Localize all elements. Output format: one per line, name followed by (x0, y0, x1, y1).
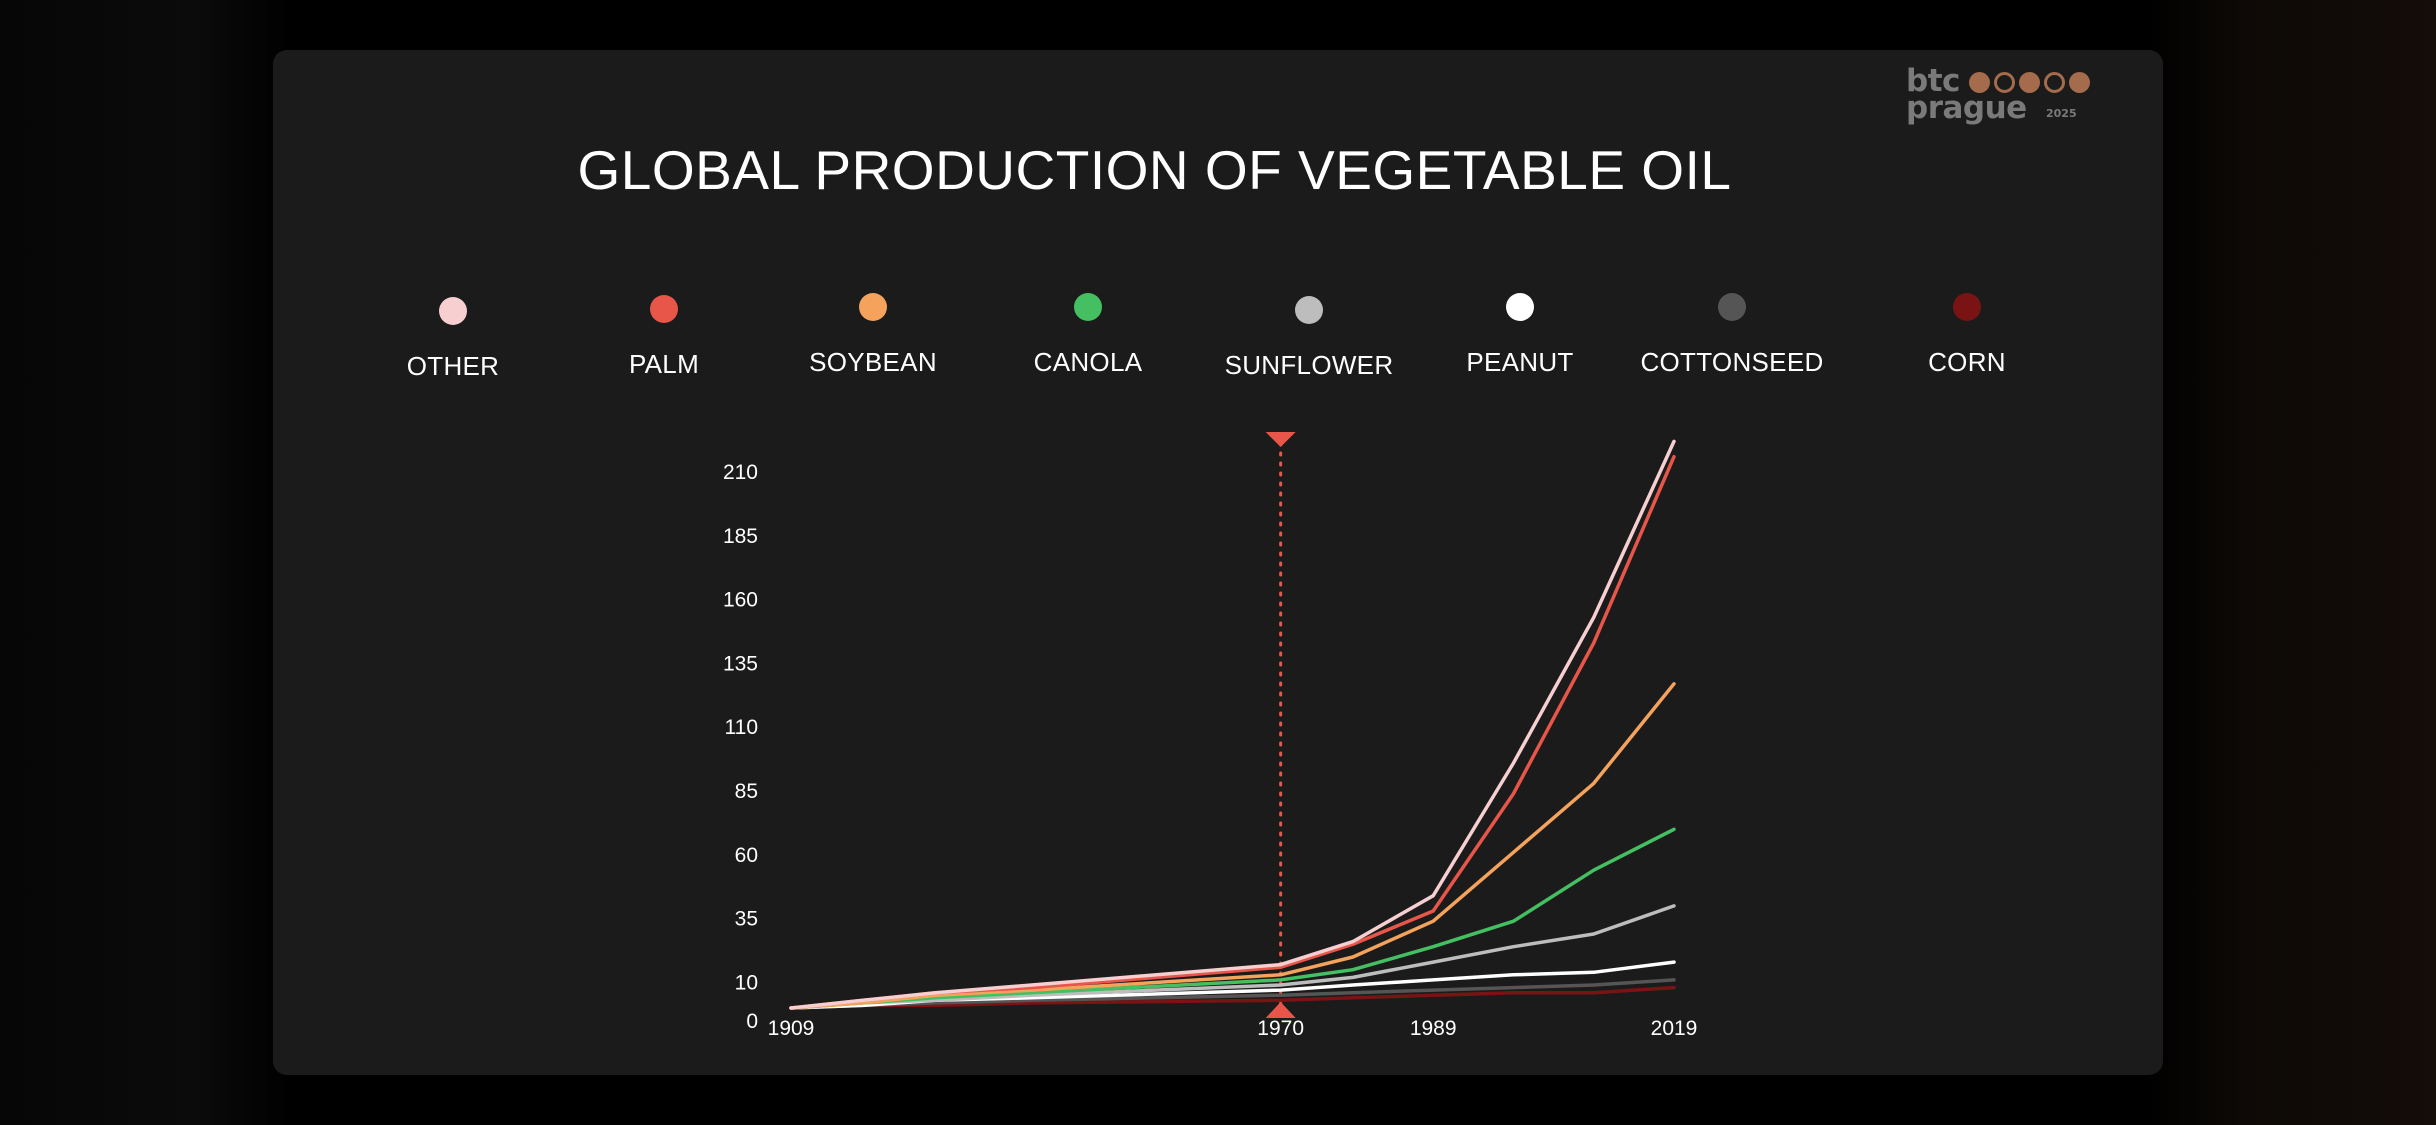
x-tick-label: 1970 (1257, 1017, 1304, 1040)
chart-title: GLOBAL PRODUCTION OF VEGETABLE OIL (577, 139, 1732, 201)
legend-dot-peanut (1506, 293, 1534, 321)
legend-dot-corn (1953, 293, 1981, 321)
legend-item-canola: CANOLA (968, 293, 1208, 378)
y-tick-label: 135 (723, 652, 758, 675)
legend-item-sunflower: SUNFLOWER (1189, 296, 1429, 381)
legend-label-canola: CANOLA (1033, 347, 1143, 377)
legend-label-other: OTHER (406, 351, 500, 381)
legend-label-palm: PALM (628, 349, 700, 379)
line-chart: 0 10 35 60 85 110 135 160 185 210 1909 1970 1989 2019 (723, 432, 1698, 1040)
legend-item-other: OTHER (333, 297, 573, 382)
y-tick-label: 110 (725, 716, 758, 739)
legend-label-cottonseed: COTTONSEED (1640, 347, 1824, 377)
x-tick-label: 2019 (1651, 1017, 1698, 1040)
legend-label-corn: CORN (1928, 347, 2006, 377)
legend-dot-soybean (859, 293, 887, 321)
logo-line-btc: btc (1906, 63, 1960, 99)
legend-item-soybean: SOYBEAN (753, 293, 993, 378)
series-line-palm (789, 454, 1676, 1010)
y-tick-label: 185 (723, 525, 758, 548)
legend-dot-cottonseed (1718, 293, 1746, 321)
series-line-canola (789, 827, 1676, 1010)
legend-item-cottonseed: COTTONSEED (1612, 293, 1852, 378)
btc-prague-logo: btc prague 2025 (1906, 59, 2096, 129)
legend-label-peanut: PEANUT (1466, 347, 1574, 377)
legend-item-peanut: PEANUT (1400, 293, 1640, 378)
series-line-soybean (789, 682, 1676, 1010)
legend-dot-other (439, 297, 467, 325)
marker-top-triangle-icon (1265, 432, 1296, 447)
x-tick-label: 1909 (768, 1017, 815, 1040)
legend-dot-palm (650, 295, 678, 323)
x-tick-label: 1989 (1410, 1017, 1457, 1040)
y-tick-label: 85 (735, 780, 758, 803)
y-tick-label: 0 (746, 1010, 758, 1033)
legend-dot-canola (1074, 293, 1102, 321)
legend-label-soybean: SOYBEAN (809, 347, 937, 377)
legend-label-sunflower: SUNFLOWER (1224, 350, 1394, 380)
y-tick-label: 210 (723, 461, 758, 484)
logo-dots-icon (1969, 72, 2094, 93)
legend-dot-sunflower (1295, 296, 1323, 324)
y-tick-label: 160 (723, 589, 758, 612)
y-tick-label: 60 (735, 844, 758, 867)
legend-item-palm: PALM (544, 295, 784, 380)
logo-line-prague: prague (1906, 90, 2027, 126)
y-tick-label: 10 (735, 971, 758, 994)
series-line-other (789, 439, 1676, 1010)
legend-item-corn: CORN (1847, 293, 2087, 378)
marker-bottom-triangle-icon (1265, 1002, 1296, 1018)
logo-year: 2025 (2046, 107, 2077, 120)
y-tick-label: 35 (735, 908, 758, 931)
slide: btc prague 2025 GLOBAL PRODUCTION OF VEG… (273, 50, 2163, 1075)
